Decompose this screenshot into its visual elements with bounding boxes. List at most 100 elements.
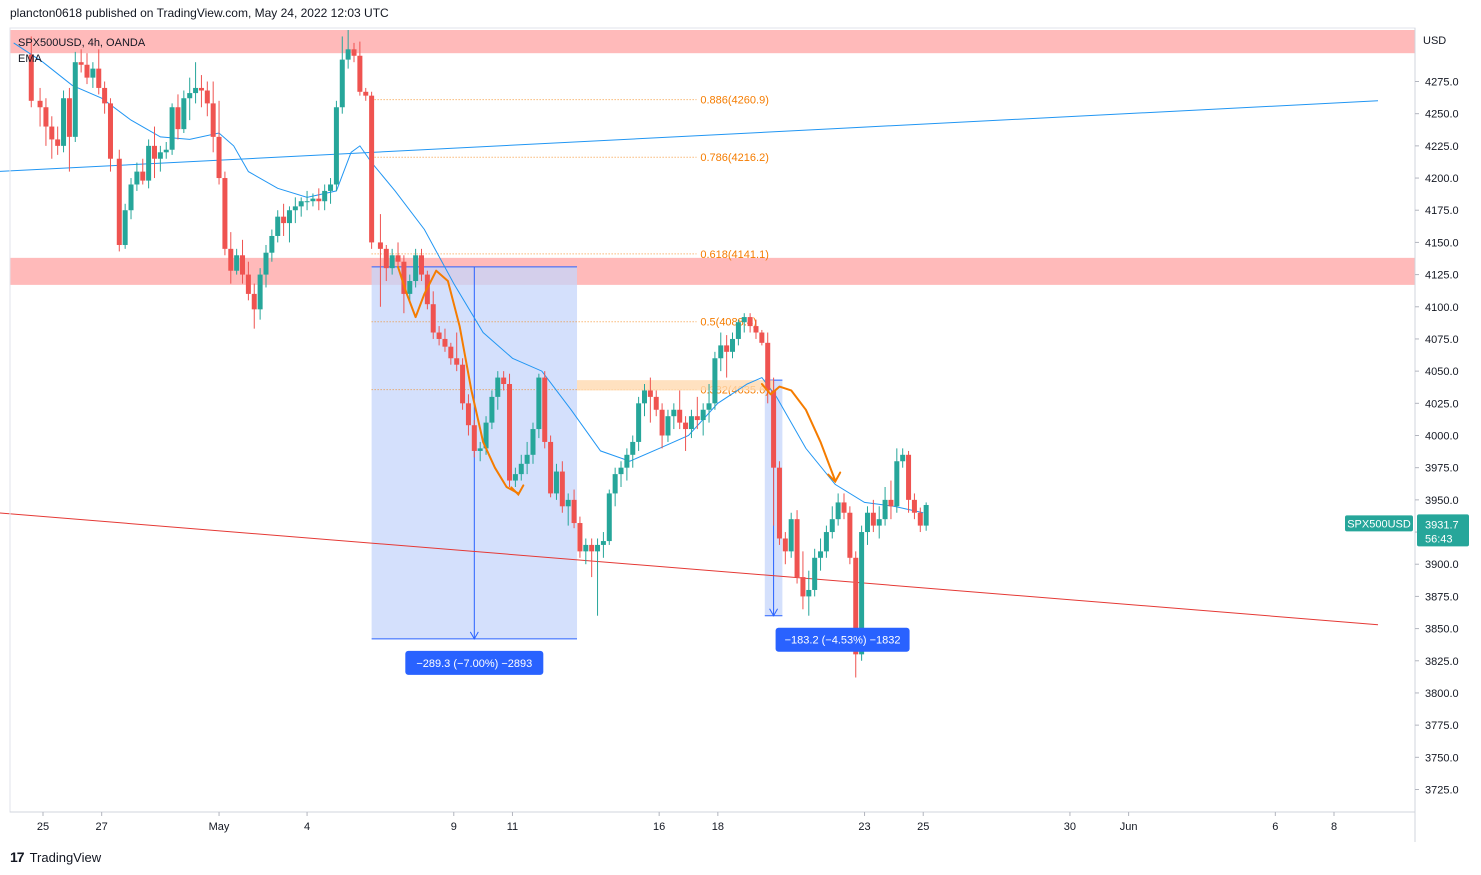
candle-body: [636, 403, 642, 442]
candle-body: [641, 390, 647, 404]
candle-body: [882, 499, 888, 520]
footer-brand-text: TradingView: [29, 849, 102, 865]
candle: [495, 371, 501, 410]
candle: [806, 570, 812, 616]
candle-body: [28, 54, 34, 101]
candle: [694, 396, 700, 430]
candle: [688, 409, 694, 439]
tradingview-logo-icon: 17: [10, 849, 25, 865]
candle-body: [542, 377, 548, 442]
candle: [671, 403, 677, 430]
candle: [240, 239, 246, 284]
candle: [624, 448, 630, 481]
candle-body: [659, 409, 665, 436]
candle: [363, 87, 369, 101]
candle: [906, 450, 912, 513]
candle-body: [339, 59, 345, 108]
candle: [724, 335, 730, 378]
candle-body: [345, 49, 351, 60]
candle: [794, 510, 800, 584]
candle: [612, 467, 618, 507]
price-axis-unit: USD: [1423, 35, 1446, 47]
candle: [134, 162, 140, 191]
candle-body: [683, 422, 689, 430]
candle: [477, 441, 483, 462]
candle-body: [700, 409, 706, 421]
candle: [847, 506, 853, 565]
candle-body: [518, 463, 524, 475]
measurement-label: −289.3 (−7.00%) −2893: [416, 658, 532, 670]
candle-body: [333, 107, 339, 185]
candle-body: [37, 100, 43, 108]
candle-body: [175, 107, 181, 130]
candle: [589, 538, 595, 578]
candle: [735, 319, 741, 346]
candle-body: [377, 242, 383, 249]
candle: [771, 377, 777, 526]
price-tick-label: 4100.0: [1425, 302, 1459, 314]
candle-body: [49, 126, 55, 140]
candle-body: [465, 403, 471, 426]
candle: [518, 454, 524, 481]
candle-body: [624, 454, 630, 468]
candle: [835, 493, 841, 526]
candle: [333, 100, 339, 191]
candle: [55, 126, 61, 155]
candle: [600, 532, 606, 558]
candle: [369, 91, 375, 249]
candle: [641, 384, 647, 417]
time-tick-label: 23: [858, 821, 870, 833]
candle: [304, 190, 310, 211]
candle: [163, 142, 169, 159]
candle: [542, 371, 548, 449]
candle-body: [389, 255, 395, 269]
trendline-red-lower: [0, 512, 1379, 626]
publisher-header: plancton0618 published on TradingView.co…: [10, 6, 389, 20]
candle: [923, 502, 929, 531]
candle: [507, 373, 513, 487]
candle: [618, 461, 624, 487]
candle: [90, 62, 96, 88]
candle-body: [96, 68, 102, 88]
candle-body: [251, 293, 257, 310]
symbol-tag-bg: [1345, 515, 1413, 532]
fib-zone-band: [577, 380, 774, 391]
candle: [700, 403, 706, 436]
candle-body: [304, 201, 310, 203]
candle: [28, 36, 34, 108]
axes-layer: USD 4275.0 4250.0 4225.0 4200.0 4175.0 4150.0 4…: [9, 27, 1469, 842]
price-tag-countdown: 56:43: [1425, 533, 1453, 545]
candle: [251, 283, 257, 329]
trendline-blue-upper: [0, 100, 1379, 172]
candle: [339, 36, 345, 114]
time-tick-label: 4: [304, 821, 310, 833]
candle-body: [477, 448, 483, 451]
candle-body: [442, 338, 448, 347]
candle-body: [436, 332, 442, 339]
candle: [140, 158, 146, 185]
price-tick-label: 4250.0: [1425, 109, 1459, 121]
price-tick-label: 3775.0: [1425, 720, 1459, 732]
candle: [169, 103, 175, 155]
candle: [198, 75, 204, 108]
candle: [216, 100, 222, 185]
candle-body: [257, 274, 263, 310]
drawn-arrow-first-head: [510, 484, 525, 497]
candle: [747, 313, 753, 333]
candle: [328, 178, 334, 204]
candle: [351, 42, 357, 63]
candle-body: [906, 454, 912, 500]
candle-body: [198, 87, 204, 91]
candle-body: [90, 68, 96, 78]
candle-body: [116, 158, 122, 245]
candle: [677, 390, 683, 430]
candle-body: [818, 551, 824, 558]
candle: [210, 81, 216, 153]
ema-line: [13, 42, 924, 514]
candle: [43, 98, 49, 146]
candle-body: [72, 62, 78, 137]
candle-body: [677, 409, 683, 423]
candle: [193, 62, 199, 104]
candle: [436, 326, 442, 346]
